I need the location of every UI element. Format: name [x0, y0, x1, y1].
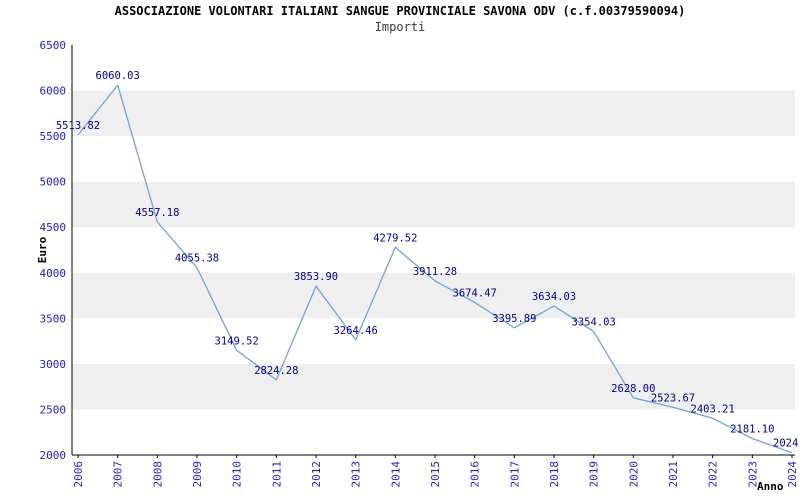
plot-band: [72, 363, 795, 410]
data-point-label: 3264.46: [334, 325, 378, 337]
data-point-label: 3634.03: [532, 291, 576, 303]
x-tick-label: 2016: [469, 461, 482, 488]
x-tick-label: 2014: [389, 461, 402, 488]
x-tick-label: 2020: [627, 461, 640, 488]
data-point-label: 5513.82: [56, 120, 100, 132]
x-axis-title: Anno: [757, 480, 784, 493]
data-point-label: 2628.00: [611, 383, 655, 395]
data-point-label: 3911.28: [413, 266, 457, 278]
x-tick-label: 2017: [508, 461, 521, 488]
x-tick-label: 2010: [231, 461, 244, 488]
chart-subtitle: Importi: [375, 20, 426, 34]
data-point-label: 3354.03: [572, 317, 616, 329]
x-tick-label: 2018: [548, 461, 561, 488]
x-tick-label: 2023: [746, 461, 759, 488]
x-tick-label: 2021: [667, 461, 680, 488]
data-point-label: 3674.47: [453, 287, 497, 299]
x-tick-label: 2008: [151, 461, 164, 488]
data-point-label: 2024.8: [773, 438, 800, 450]
x-tick-label: 2022: [707, 461, 720, 488]
data-series: 5513.82 6060.03 4557.18 4055.38 3149.52 2824.…: [56, 70, 800, 454]
y-tick-label: 3500: [40, 312, 67, 325]
x-tick-label: 2009: [191, 461, 204, 488]
x-tick-label: 2013: [350, 461, 363, 488]
series-line: [77, 84, 793, 454]
y-tick-label: 5500: [40, 130, 67, 143]
y-tick-label: 4000: [40, 267, 67, 280]
y-tick-label: 4500: [40, 221, 67, 234]
plot-band: [72, 90, 795, 137]
data-point-label: 2523.67: [651, 392, 695, 404]
y-tick-label: 5000: [40, 176, 67, 189]
chart-title: ASSOCIAZIONE VOLONTARI ITALIANI SANGUE P…: [115, 4, 686, 18]
data-point-label: 4055.38: [175, 253, 219, 265]
data-point-label: 6060.03: [96, 70, 140, 82]
data-point-label: 4557.18: [135, 207, 179, 219]
data-point-label: 3149.52: [215, 335, 259, 347]
y-tick-label: 2000: [40, 449, 67, 462]
data-point-label: 2403.21: [691, 403, 735, 415]
x-tick-label: 2019: [588, 461, 601, 488]
y-tick-label: 3000: [40, 358, 67, 371]
data-point-label: 2824.28: [254, 365, 298, 377]
data-point-label: 4279.52: [373, 232, 417, 244]
x-tick-label: 2007: [112, 461, 125, 488]
plot-band: [72, 181, 795, 228]
x-tick-label: 2015: [429, 461, 442, 488]
y-tick-label: 6000: [40, 85, 67, 98]
y-axis-title: Euro: [36, 236, 49, 263]
plot-bands: [72, 90, 795, 410]
x-tick-label: 2012: [310, 461, 323, 488]
y-tick-label: 6500: [40, 39, 67, 52]
data-point-label: 3853.90: [294, 271, 338, 283]
y-tick-label: 2500: [40, 403, 67, 416]
data-point-label: 2181.10: [730, 423, 774, 435]
axes: 6500 6000 5500 5000 4500 4000 3500 3000 2500 2000…: [40, 39, 800, 488]
x-tick-label: 2006: [72, 461, 85, 488]
x-tick-label: 2024: [786, 461, 799, 488]
x-tick-label: 2011: [270, 461, 283, 488]
data-point-label: 3395.89: [492, 313, 536, 325]
